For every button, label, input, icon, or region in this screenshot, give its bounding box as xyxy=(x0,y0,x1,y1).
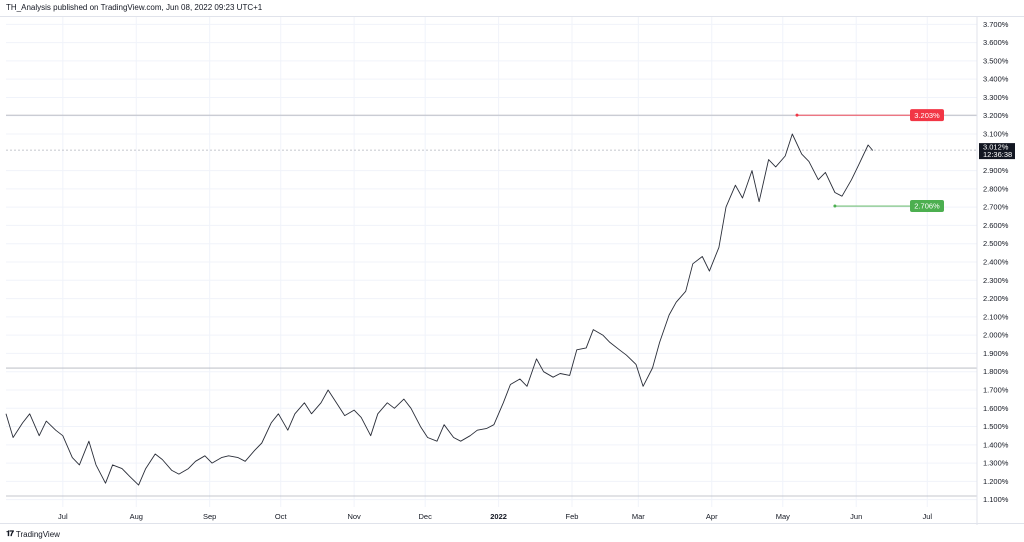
current-price-label: 3.012% xyxy=(983,143,1009,152)
tradingview-logo-icon[interactable]: 𝟏𝟕 xyxy=(6,529,14,538)
annotation-badge xyxy=(910,109,944,122)
y-tick-label: 1.800% xyxy=(983,367,1009,376)
x-tick-label: Dec xyxy=(419,512,433,521)
y-tick-label: 3.200% xyxy=(983,111,1009,120)
y-tick-label: 1.100% xyxy=(983,495,1009,504)
y-tick-label: 1.700% xyxy=(983,385,1009,394)
y-tick-label: 3.600% xyxy=(983,38,1009,47)
brand-name[interactable]: TradingView xyxy=(15,529,60,539)
y-tick-label: 3.100% xyxy=(983,130,1009,139)
x-axis: Jul Aug Sep Oct Nov Dec 2022 Feb Mar Apr May Jun Jul xyxy=(58,512,932,521)
y-tick-label: 1.900% xyxy=(983,349,1009,358)
y-tick-label: 2.800% xyxy=(983,184,1009,193)
x-tick-label: Apr xyxy=(706,512,718,521)
y-tick-label: 3.400% xyxy=(983,75,1009,84)
footer: 𝟏𝟕 TradingView xyxy=(6,528,60,540)
annotation-anchor xyxy=(795,113,799,117)
y-axis: 3.700% 3.600% 3.500% 3.400% 3.300% 3.200% 3.10… xyxy=(976,17,1009,525)
y-tick-label: 2.400% xyxy=(983,258,1009,267)
annotation-label: 2.706% xyxy=(914,202,940,211)
y-tick-label: 2.700% xyxy=(983,203,1009,212)
x-tick-label: Jun xyxy=(850,512,862,521)
x-tick-label: Aug xyxy=(130,512,143,521)
x-tick-label: Mar xyxy=(632,512,645,521)
y-tick-label: 3.500% xyxy=(983,56,1009,65)
y-tick-label: 2.500% xyxy=(983,239,1009,248)
y-tick-label: 2.100% xyxy=(983,312,1009,321)
annotation-anchor xyxy=(833,204,837,208)
y-tick-label: 2.000% xyxy=(983,331,1009,340)
x-tick-label: 2022 xyxy=(490,512,507,521)
y-tick-label: 1.400% xyxy=(983,440,1009,449)
price-chart[interactable]: 3.203% 2.706% 3.700% 3.600% 3.500% 3.400% 3.3… xyxy=(0,17,1024,525)
x-tick-label: Nov xyxy=(347,512,361,521)
chart-frame: 3.203% 2.706% 3.700% 3.600% 3.500% 3.400% 3.3… xyxy=(0,16,1024,525)
x-tick-label: May xyxy=(776,512,790,521)
grid xyxy=(6,17,977,507)
current-price-marker: 3.012%12:36:38 xyxy=(979,143,1015,160)
y-tick-label: 1.200% xyxy=(983,477,1009,486)
y-tick-label: 3.300% xyxy=(983,93,1009,102)
y-tick-label: 3.700% xyxy=(983,20,1009,29)
y-tick-label: 1.500% xyxy=(983,422,1009,431)
y-tick-label: 2.600% xyxy=(983,221,1009,230)
price-series-line xyxy=(5,133,874,486)
publish-info: TH_Analysis published on TradingView.com… xyxy=(6,3,263,12)
current-price-badge xyxy=(979,143,1015,160)
annotation-badge xyxy=(910,200,944,213)
x-tick-label: Sep xyxy=(203,512,216,521)
y-tick-label: 2.900% xyxy=(983,166,1009,175)
x-tick-label: Jul xyxy=(58,512,68,521)
x-tick-label: Oct xyxy=(275,512,288,521)
y-tick-label: 1.300% xyxy=(983,459,1009,468)
horizontal-lines xyxy=(6,114,977,497)
y-tick-label: 2.300% xyxy=(983,276,1009,285)
countdown-label: 12:36:38 xyxy=(983,150,1012,159)
x-tick-label: Jul xyxy=(922,512,932,521)
y-tick-label: 1.600% xyxy=(983,404,1009,413)
annotations: 3.203% 2.706% xyxy=(795,109,944,213)
y-tick-label: 2.200% xyxy=(983,294,1009,303)
x-tick-label: Feb xyxy=(566,512,579,521)
annotation-label: 3.203% xyxy=(914,111,940,120)
